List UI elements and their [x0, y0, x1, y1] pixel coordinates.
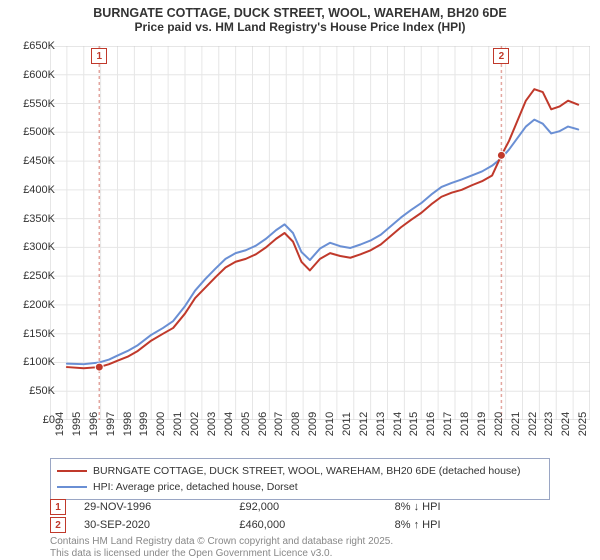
y-tick-label: £0 [5, 414, 55, 426]
event-date-2: 30-SEP-2020 [84, 519, 239, 531]
y-tick-label: £250K [5, 270, 55, 282]
x-tick-label: 2004 [223, 412, 235, 436]
x-tick-label: 2003 [206, 412, 218, 436]
attribution: Contains HM Land Registry data © Crown c… [50, 536, 590, 559]
x-tick-label: 2008 [290, 412, 302, 436]
x-tick-label: 1999 [138, 412, 150, 436]
title-line-1: BURNGATE COTTAGE, DUCK STREET, WOOL, WAR… [0, 6, 600, 20]
chart-container: BURNGATE COTTAGE, DUCK STREET, WOOL, WAR… [0, 0, 600, 560]
legend-label-1: BURNGATE COTTAGE, DUCK STREET, WOOL, WAR… [93, 465, 521, 477]
event-marker-1: 1 [91, 48, 107, 64]
x-tick-label: 2017 [442, 412, 454, 436]
chart-title: BURNGATE COTTAGE, DUCK STREET, WOOL, WAR… [0, 0, 600, 34]
x-tick-label: 1996 [88, 412, 100, 436]
event-date-1: 29-NOV-1996 [84, 501, 239, 513]
x-tick-label: 2022 [527, 412, 539, 436]
y-tick-label: £450K [5, 155, 55, 167]
legend-swatch-1 [57, 470, 87, 472]
x-tick-label: 2015 [408, 412, 420, 436]
x-tick-label: 2020 [493, 412, 505, 436]
y-tick-label: £350K [5, 213, 55, 225]
legend: BURNGATE COTTAGE, DUCK STREET, WOOL, WAR… [50, 458, 550, 500]
event-marker-2: 2 [493, 48, 509, 64]
plot-area: 12 [50, 46, 590, 420]
legend-swatch-2 [57, 486, 87, 488]
events-table: 1 29-NOV-1996 £92,000 8% ↓ HPI 2 30-SEP-… [50, 498, 550, 534]
x-tick-label: 2025 [577, 412, 589, 436]
y-tick-label: £50K [5, 385, 55, 397]
x-tick-label: 1997 [105, 412, 117, 436]
event-price-1: £92,000 [239, 501, 394, 513]
y-tick-label: £550K [5, 98, 55, 110]
x-tick-label: 2013 [375, 412, 387, 436]
x-tick-label: 2009 [307, 412, 319, 436]
x-tick-label: 2002 [189, 412, 201, 436]
y-tick-label: £650K [5, 40, 55, 52]
x-tick-label: 1998 [122, 412, 134, 436]
event-badge-2: 2 [50, 517, 66, 533]
y-tick-label: £100K [5, 356, 55, 368]
x-tick-label: 2000 [155, 412, 167, 436]
event-price-2: £460,000 [239, 519, 394, 531]
x-tick-label: 1994 [54, 412, 66, 436]
y-tick-label: £500K [5, 126, 55, 138]
legend-item-1: BURNGATE COTTAGE, DUCK STREET, WOOL, WAR… [57, 463, 543, 479]
legend-item-2: HPI: Average price, detached house, Dors… [57, 479, 543, 495]
event-badge-1: 1 [50, 499, 66, 515]
x-tick-label: 2023 [543, 412, 555, 436]
y-tick-label: £400K [5, 184, 55, 196]
event-delta-1: 8% ↓ HPI [395, 501, 550, 513]
legend-label-2: HPI: Average price, detached house, Dors… [93, 481, 298, 493]
x-tick-label: 2001 [172, 412, 184, 436]
attribution-line-2: This data is licensed under the Open Gov… [50, 548, 590, 560]
x-tick-label: 2024 [560, 412, 572, 436]
event-delta-2: 8% ↑ HPI [395, 519, 550, 531]
x-tick-label: 2021 [510, 412, 522, 436]
x-tick-label: 2016 [425, 412, 437, 436]
y-tick-label: £600K [5, 69, 55, 81]
x-tick-label: 2010 [324, 412, 336, 436]
x-tick-label: 2019 [476, 412, 488, 436]
x-tick-label: 2018 [459, 412, 471, 436]
title-line-2: Price paid vs. HM Land Registry's House … [0, 20, 600, 34]
y-tick-label: £300K [5, 241, 55, 253]
x-tick-label: 1995 [71, 412, 83, 436]
y-tick-label: £200K [5, 299, 55, 311]
event-row-2: 2 30-SEP-2020 £460,000 8% ↑ HPI [50, 516, 550, 534]
x-tick-label: 2006 [257, 412, 269, 436]
x-tick-label: 2007 [273, 412, 285, 436]
x-tick-label: 2012 [358, 412, 370, 436]
attribution-line-1: Contains HM Land Registry data © Crown c… [50, 536, 590, 548]
x-tick-label: 2011 [341, 412, 353, 436]
y-tick-label: £150K [5, 328, 55, 340]
chart-svg [50, 46, 590, 420]
event-row-1: 1 29-NOV-1996 £92,000 8% ↓ HPI [50, 498, 550, 516]
x-tick-label: 2005 [240, 412, 252, 436]
x-tick-label: 2014 [392, 412, 404, 436]
